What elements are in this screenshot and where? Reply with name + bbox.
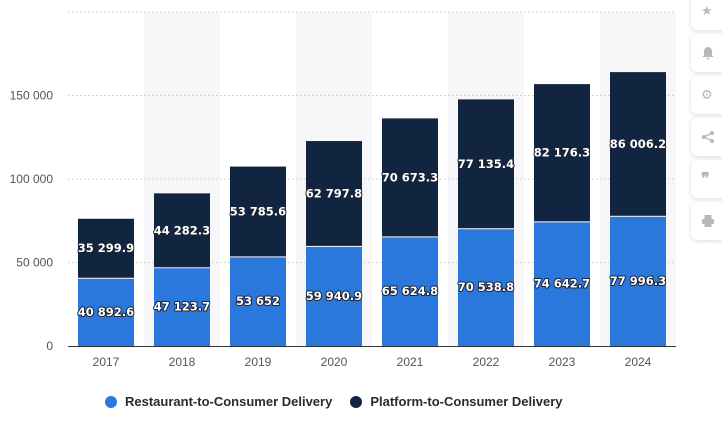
side-toolbar: ★ ⚙ ❞ xyxy=(691,0,722,240)
data-label: 86 006.2 xyxy=(610,137,666,151)
bar-platform[interactable] xyxy=(78,218,134,278)
legend-dot-restaurant xyxy=(105,395,117,408)
bar-platform[interactable] xyxy=(230,166,286,257)
x-tick-label: 2021 xyxy=(397,355,424,369)
y-tick-label: 150 000 xyxy=(10,89,54,103)
quote-icon: ❞ xyxy=(701,171,710,188)
bar-restaurant[interactable] xyxy=(230,256,286,346)
bell-icon xyxy=(702,47,714,60)
x-tick-label: 2023 xyxy=(549,355,576,369)
data-label: 74 642.7 xyxy=(534,277,590,291)
print-button[interactable] xyxy=(691,202,722,240)
y-tick-label: 50 000 xyxy=(16,256,53,270)
data-label: 65 624.8 xyxy=(382,284,438,298)
data-label: 35 299.9 xyxy=(78,241,134,255)
data-label: 47 123.7 xyxy=(154,300,210,314)
bar-restaurant[interactable] xyxy=(458,228,514,346)
data-label: 53 785.6 xyxy=(230,204,286,218)
legend: Restaurant-to-Consumer Delivery Platform… xyxy=(105,394,562,409)
settings-button[interactable]: ⚙ xyxy=(691,76,722,114)
share-icon xyxy=(702,131,714,143)
x-tick-label: 2020 xyxy=(321,355,348,369)
legend-item-platform[interactable]: Platform-to-Consumer Delivery xyxy=(350,394,562,409)
x-axis: 2017 2018 2019 2020 2021 2022 2023 2024 xyxy=(68,346,676,369)
data-labels: 40 892.6 35 299.9 47 123.7 44 282.3 53 652 53… xyxy=(77,136,667,320)
bar-restaurant[interactable] xyxy=(306,245,362,346)
data-label: 62 797.8 xyxy=(306,186,362,200)
data-label: 70 673.3 xyxy=(382,170,438,184)
bar-platform[interactable] xyxy=(610,72,666,216)
star-icon: ★ xyxy=(701,3,713,18)
bar-restaurant[interactable] xyxy=(534,221,590,346)
x-tick-label: 2018 xyxy=(169,355,196,369)
bar-platform[interactable] xyxy=(154,193,210,268)
bar-platform[interactable] xyxy=(306,141,362,246)
data-label: 70 538.8 xyxy=(458,280,514,294)
legend-dot-platform xyxy=(350,395,363,408)
gear-icon: ⚙ xyxy=(701,87,713,102)
bar-restaurant[interactable] xyxy=(610,215,666,346)
data-label: 44 282.3 xyxy=(154,223,210,237)
data-label: 53 652 xyxy=(236,294,280,308)
data-label: 77 135.4 xyxy=(458,157,514,171)
share-button[interactable] xyxy=(691,118,722,156)
y-tick-label: 0 xyxy=(46,339,53,353)
legend-label-restaurant: Restaurant-to-Consumer Delivery xyxy=(125,394,333,409)
y-axis: 0 50 000 100 000 150 000 xyxy=(10,89,54,354)
x-tick-label: 2022 xyxy=(473,355,500,369)
data-label: 40 892.6 xyxy=(78,305,134,319)
bar-platform[interactable] xyxy=(458,99,514,229)
notify-button[interactable] xyxy=(691,34,722,72)
print-icon xyxy=(702,215,714,227)
x-tick-label: 2024 xyxy=(625,355,652,369)
bars xyxy=(78,72,666,346)
x-tick-label: 2019 xyxy=(245,355,272,369)
bar-restaurant[interactable] xyxy=(154,267,210,346)
bar-restaurant[interactable] xyxy=(78,277,134,346)
favorite-button[interactable]: ★ xyxy=(691,0,722,30)
data-label: 59 940.9 xyxy=(306,289,362,303)
y-tick-label: 100 000 xyxy=(10,172,54,186)
x-tick-label: 2017 xyxy=(93,355,120,369)
bar-platform[interactable] xyxy=(382,118,438,237)
bar-restaurant[interactable] xyxy=(382,236,438,346)
data-label: 82 176.3 xyxy=(534,146,590,160)
legend-label-platform: Platform-to-Consumer Delivery xyxy=(370,394,563,409)
legend-item-restaurant[interactable]: Restaurant-to-Consumer Delivery xyxy=(105,394,332,409)
data-label: 77 996.3 xyxy=(610,274,666,288)
bar-platform[interactable] xyxy=(534,84,590,222)
cite-button[interactable]: ❞ xyxy=(691,160,722,198)
